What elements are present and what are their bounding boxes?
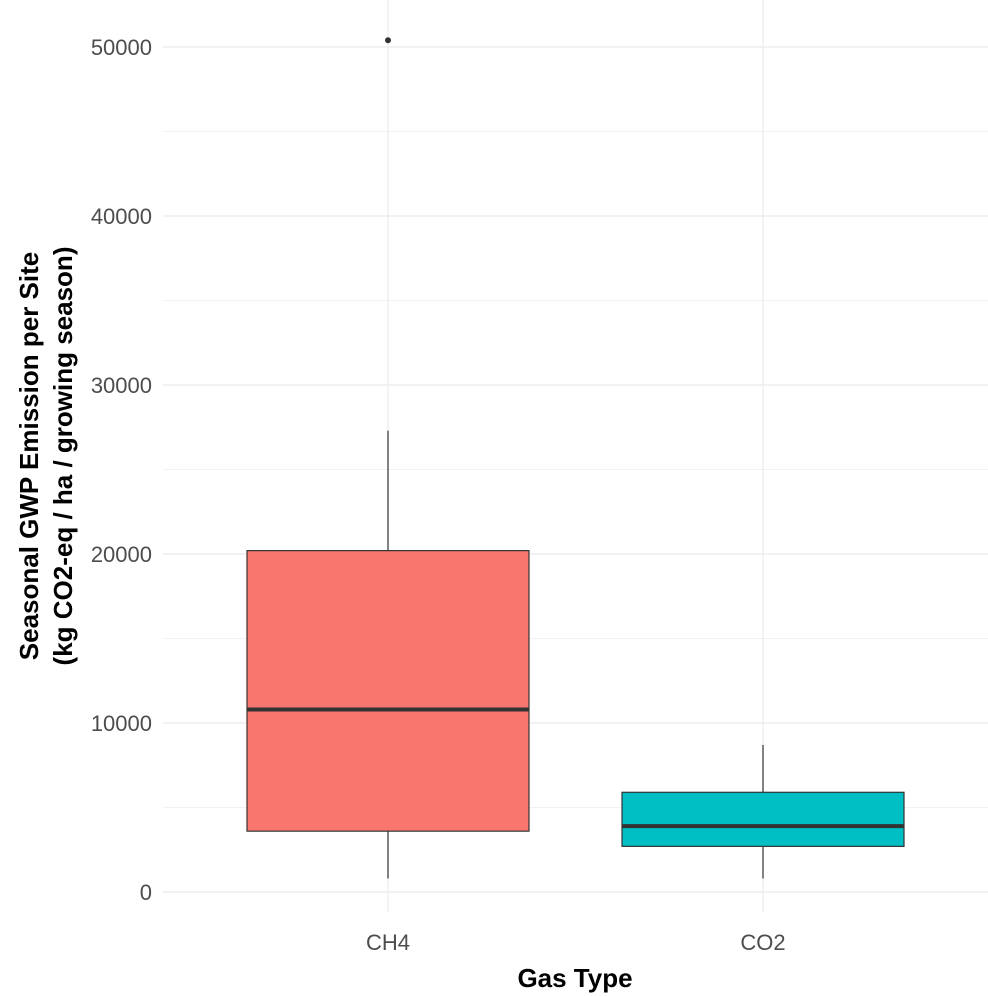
y-axis-title-line-2: (kg CO2-eq / ha / growing season) bbox=[48, 247, 78, 666]
y-tick-labels: 0 10000 20000 30000 40000 50000 bbox=[91, 35, 152, 905]
boxes bbox=[246, 37, 905, 879]
y-tick-label: 50000 bbox=[91, 35, 152, 60]
box-ch4 bbox=[246, 37, 530, 879]
x-tick-label: CH4 bbox=[366, 930, 410, 955]
iqr-box bbox=[246, 550, 530, 832]
outlier-point bbox=[385, 37, 391, 44]
iqr-box bbox=[621, 791, 905, 847]
y-tick-label: 10000 bbox=[91, 711, 152, 736]
y-tick-label: 30000 bbox=[91, 373, 152, 398]
x-tick-labels: CH4 CO2 bbox=[366, 930, 786, 955]
y-tick-label: 40000 bbox=[91, 204, 152, 229]
x-axis-title: Gas Type bbox=[517, 963, 632, 993]
y-tick-label: 20000 bbox=[91, 542, 152, 567]
y-tick-label: 0 bbox=[140, 880, 152, 905]
box-co2 bbox=[621, 744, 905, 879]
x-tick-label: CO2 bbox=[740, 930, 785, 955]
y-axis-title-line-1: Seasonal GWP Emission per Site bbox=[14, 252, 44, 660]
